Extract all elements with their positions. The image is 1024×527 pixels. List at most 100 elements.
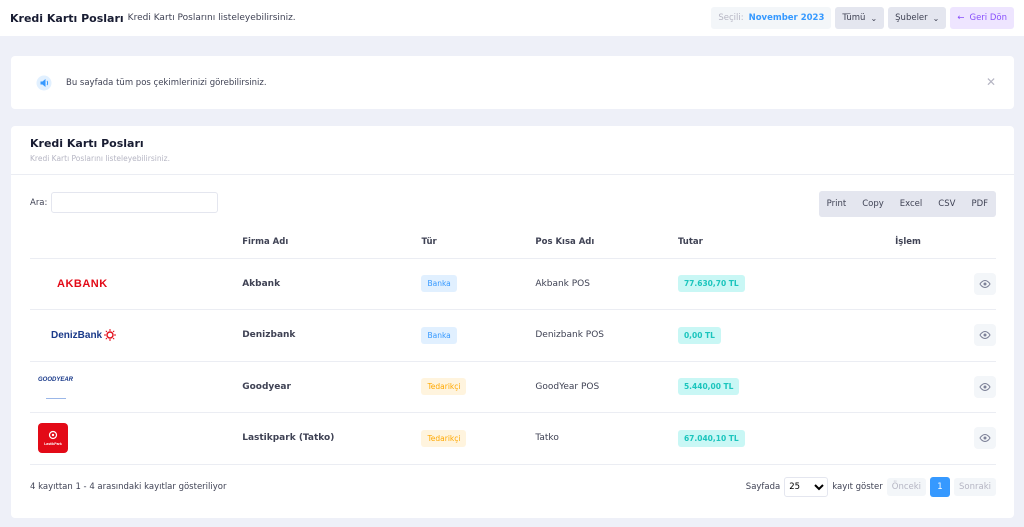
row-pos: Denizbank POS xyxy=(535,309,678,362)
row-logo: DenizBank xyxy=(30,309,243,362)
row-company: Akbank xyxy=(242,258,422,310)
row-company: Lastikpark (Tatko) xyxy=(242,412,422,465)
page-subtitle: Kredi Kartı Poslarını listeleyebilirsini… xyxy=(127,13,296,23)
search-box: Ara: xyxy=(30,192,219,213)
card-header: Kredi Kartı Posları Kredi Kartı Posların… xyxy=(11,126,1014,175)
row-amount: 5.440,00 TL xyxy=(677,361,820,413)
branches-dropdown[interactable]: Şubeler ⌄ xyxy=(888,7,947,29)
row-pos: Akbank POS xyxy=(535,258,678,310)
row-amount: 67.040,10 TL xyxy=(677,412,820,465)
arrow-left-icon: ← xyxy=(957,13,965,23)
view-button[interactable] xyxy=(974,324,996,347)
pagination: Sayfada 25 kayıt göster Önceki 1 Sonraki xyxy=(746,477,996,497)
period-label: Seçili: xyxy=(718,13,744,23)
page-number-button[interactable]: 1 xyxy=(930,477,951,497)
col-type[interactable]: Tür xyxy=(421,226,536,259)
row-type: Tedarikçi xyxy=(421,412,536,465)
speaker-icon xyxy=(36,75,52,90)
period-selector[interactable]: Seçili: November 2023 xyxy=(711,7,832,29)
row-type: Banka xyxy=(421,258,536,310)
filter-all-dropdown[interactable]: Tümü ⌄ xyxy=(835,7,885,29)
pos-table: Firma Adı Tür Pos Kısa Adı Tutar İşlem A… xyxy=(30,226,996,465)
eye-icon xyxy=(979,279,991,288)
chevron-down-icon: ⌄ xyxy=(870,13,878,23)
export-pdf-button[interactable]: PDF xyxy=(971,199,988,209)
row-pos: GoodYear POS xyxy=(535,361,678,413)
search-input[interactable] xyxy=(51,192,219,213)
type-badge: Tedarikçi xyxy=(421,429,467,447)
row-amount: 0,00 TL xyxy=(677,309,820,362)
row-logo: AKBANK xyxy=(30,258,243,310)
eye-icon xyxy=(979,434,991,443)
col-company[interactable]: Firma Adı xyxy=(242,226,422,259)
goodyear-logo-underline xyxy=(46,398,66,400)
branches-label: Şubeler xyxy=(895,13,928,23)
view-button[interactable] xyxy=(974,427,996,450)
next-page-button[interactable]: Sonraki xyxy=(954,478,996,496)
row-action xyxy=(820,412,996,465)
card-title: Kredi Kartı Posları xyxy=(30,137,144,150)
toolbar: Seçili: November 2023 Tümü ⌄ Şubeler ⌄ ←… xyxy=(711,7,1014,29)
row-action xyxy=(820,258,996,310)
table-row: GOODYEAR Goodyear Tedarikçi GoodYear POS… xyxy=(30,361,996,413)
col-pos-name[interactable]: Pos Kısa Adı xyxy=(535,226,678,259)
col-action: İşlem xyxy=(820,226,996,259)
view-button[interactable] xyxy=(974,272,996,295)
denizbank-logo-text: DenizBank xyxy=(51,329,103,341)
type-badge: Tedarikçi xyxy=(421,378,467,396)
table-row: AKBANK Akbank Banka Akbank POS 77.630,70… xyxy=(30,258,996,310)
export-csv-button[interactable]: CSV xyxy=(938,199,956,209)
info-notice: Bu sayfada tüm pos çekimlerinizi görebil… xyxy=(11,56,1014,109)
eye-icon xyxy=(979,331,991,340)
row-logo: LastikPark xyxy=(30,412,243,465)
row-pos: Tatko xyxy=(535,412,678,465)
back-label: Geri Dön xyxy=(969,13,1007,23)
table-row: DenizBank Denizbank Banka Denizbank POS … xyxy=(30,309,996,362)
export-print-button[interactable]: Print xyxy=(826,199,847,209)
filter-all-label: Tümü xyxy=(842,13,866,23)
row-type: Tedarikçi xyxy=(421,361,536,413)
export-buttons: Print Copy Excel CSV PDF xyxy=(818,191,996,217)
eye-icon xyxy=(979,382,991,391)
view-button[interactable] xyxy=(974,375,996,398)
page-title: Kredi Kartı Posları xyxy=(10,11,124,25)
close-icon[interactable]: ✕ xyxy=(985,75,996,89)
back-button[interactable]: ← Geri Dön xyxy=(950,7,1014,29)
page-size-label: Sayfada xyxy=(745,482,781,492)
row-action xyxy=(820,361,996,413)
akbank-logo: AKBANK xyxy=(57,277,108,290)
amount-badge: 5.440,00 TL xyxy=(677,378,740,396)
type-badge: Banka xyxy=(421,326,457,344)
row-logo: GOODYEAR xyxy=(30,361,243,413)
pos-card: Kredi Kartı Posları Kredi Kartı Posların… xyxy=(11,126,1014,518)
col-amount[interactable]: Tutar xyxy=(677,226,820,259)
notice-text: Bu sayfada tüm pos çekimlerinizi görebil… xyxy=(66,77,267,88)
chevron-down-icon: ⌄ xyxy=(932,13,940,23)
row-company: Denizbank xyxy=(242,309,422,362)
page-size-select[interactable]: 25 xyxy=(784,477,829,497)
prev-page-button[interactable]: Önceki xyxy=(886,478,927,496)
col-logo xyxy=(30,226,243,259)
export-copy-button[interactable]: Copy xyxy=(862,199,884,209)
type-badge: Banka xyxy=(421,275,457,293)
goodyear-logo: GOODYEAR xyxy=(38,377,74,400)
table-header-row: Firma Adı Tür Pos Kısa Adı Tutar İşlem xyxy=(30,226,996,259)
lastikpark-logo: LastikPark xyxy=(38,423,68,454)
lastikpark-logo-text: LastikPark xyxy=(44,442,62,447)
period-value: November 2023 xyxy=(748,13,825,23)
sun-icon xyxy=(104,329,117,342)
row-amount: 77.630,70 TL xyxy=(677,258,820,310)
denizbank-logo: DenizBank xyxy=(51,329,117,342)
table-info: 4 kayıttan 1 - 4 arasındaki kayıtlar gös… xyxy=(30,482,227,492)
goodyear-logo-text: GOODYEAR xyxy=(38,377,74,384)
card-subtitle: Kredi Kartı Poslarını listeleyebilirsini… xyxy=(30,154,170,163)
amount-badge: 0,00 TL xyxy=(677,326,721,344)
page-size-suffix: kayıt göster xyxy=(832,482,883,492)
amount-badge: 67.040,10 TL xyxy=(677,429,745,447)
search-label: Ara: xyxy=(30,197,48,208)
top-bar: Kredi Kartı Posları Kredi Kartı Posların… xyxy=(0,0,1024,36)
row-action xyxy=(820,309,996,362)
row-company: Goodyear xyxy=(242,361,422,413)
pin-icon xyxy=(48,431,58,440)
export-excel-button[interactable]: Excel xyxy=(899,199,923,209)
